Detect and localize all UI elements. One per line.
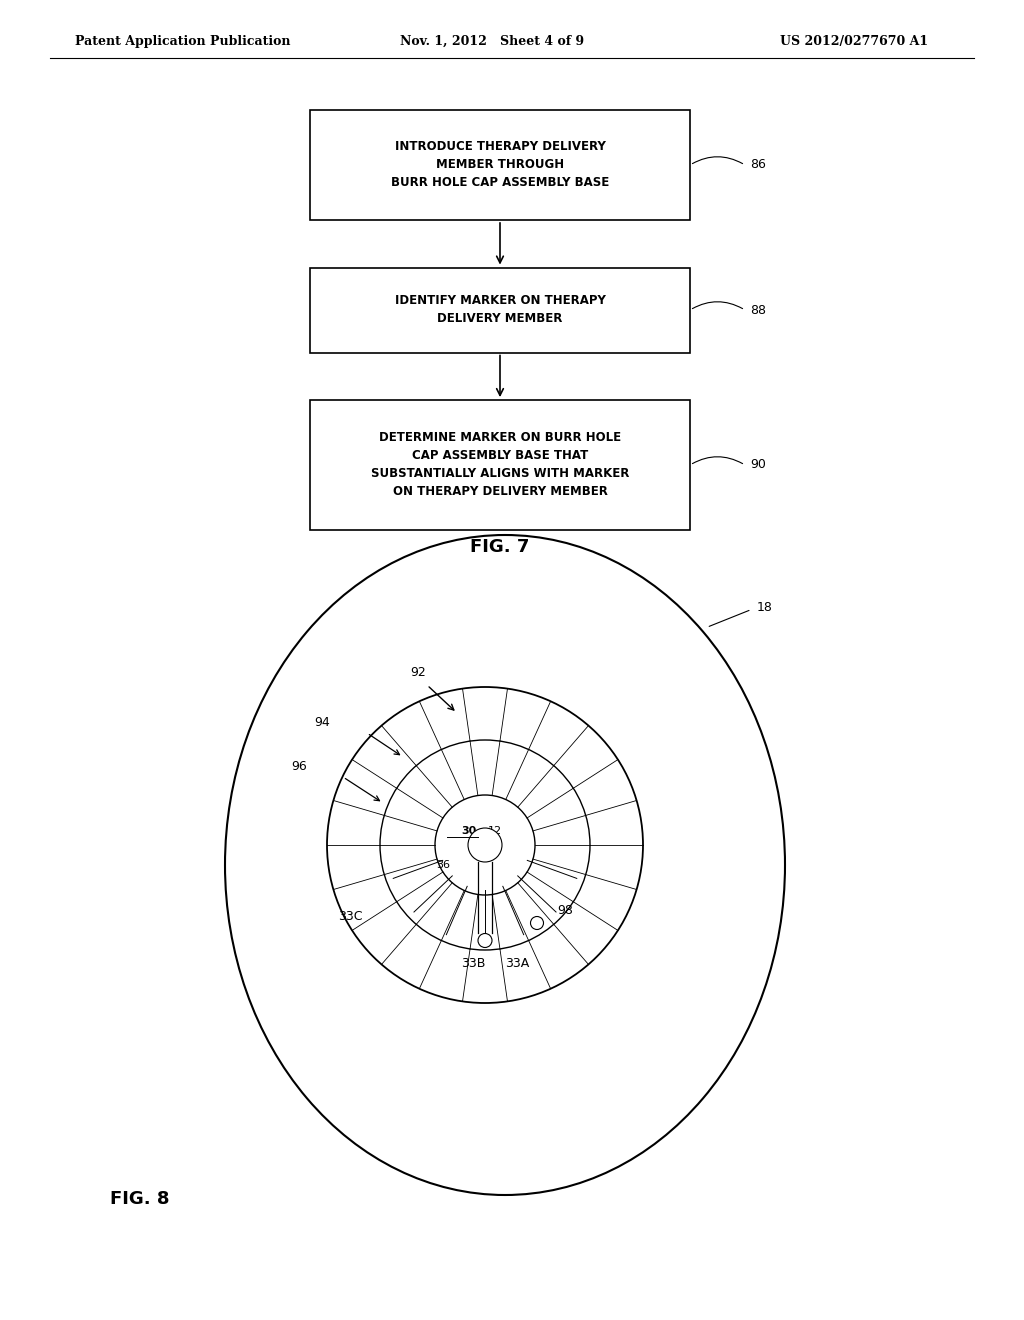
Circle shape	[468, 828, 502, 862]
Text: 33B: 33B	[461, 957, 485, 970]
Text: Nov. 1, 2012   Sheet 4 of 9: Nov. 1, 2012 Sheet 4 of 9	[400, 36, 584, 48]
Text: FIG. 7: FIG. 7	[470, 539, 529, 556]
Text: Patent Application Publication: Patent Application Publication	[75, 36, 291, 48]
Text: 94: 94	[314, 717, 330, 730]
FancyBboxPatch shape	[310, 110, 690, 220]
Text: 12: 12	[488, 826, 502, 836]
Text: 90: 90	[750, 458, 766, 471]
Text: 98: 98	[557, 903, 572, 916]
FancyBboxPatch shape	[310, 268, 690, 352]
Text: DETERMINE MARKER ON BURR HOLE
CAP ASSEMBLY BASE THAT
SUBSTANTIALLY ALIGNS WITH M: DETERMINE MARKER ON BURR HOLE CAP ASSEMB…	[371, 432, 629, 499]
Text: 33C: 33C	[339, 911, 362, 924]
Text: 33A: 33A	[505, 957, 529, 970]
Ellipse shape	[225, 535, 785, 1195]
Text: 92: 92	[410, 667, 426, 680]
Text: FIG. 8: FIG. 8	[110, 1191, 170, 1208]
Text: US 2012/0277670 A1: US 2012/0277670 A1	[780, 36, 928, 48]
Circle shape	[478, 933, 492, 948]
Text: IDENTIFY MARKER ON THERAPY
DELIVERY MEMBER: IDENTIFY MARKER ON THERAPY DELIVERY MEMB…	[394, 294, 605, 326]
FancyBboxPatch shape	[310, 400, 690, 531]
Text: 96: 96	[291, 760, 307, 774]
Text: 18: 18	[757, 601, 772, 614]
Text: INTRODUCE THERAPY DELIVERY
MEMBER THROUGH
BURR HOLE CAP ASSEMBLY BASE: INTRODUCE THERAPY DELIVERY MEMBER THROUG…	[391, 140, 609, 190]
Circle shape	[530, 916, 544, 929]
Text: 30: 30	[462, 826, 477, 836]
Text: 86: 86	[750, 158, 766, 172]
Text: 88: 88	[750, 304, 766, 317]
Text: 36: 36	[436, 861, 450, 870]
